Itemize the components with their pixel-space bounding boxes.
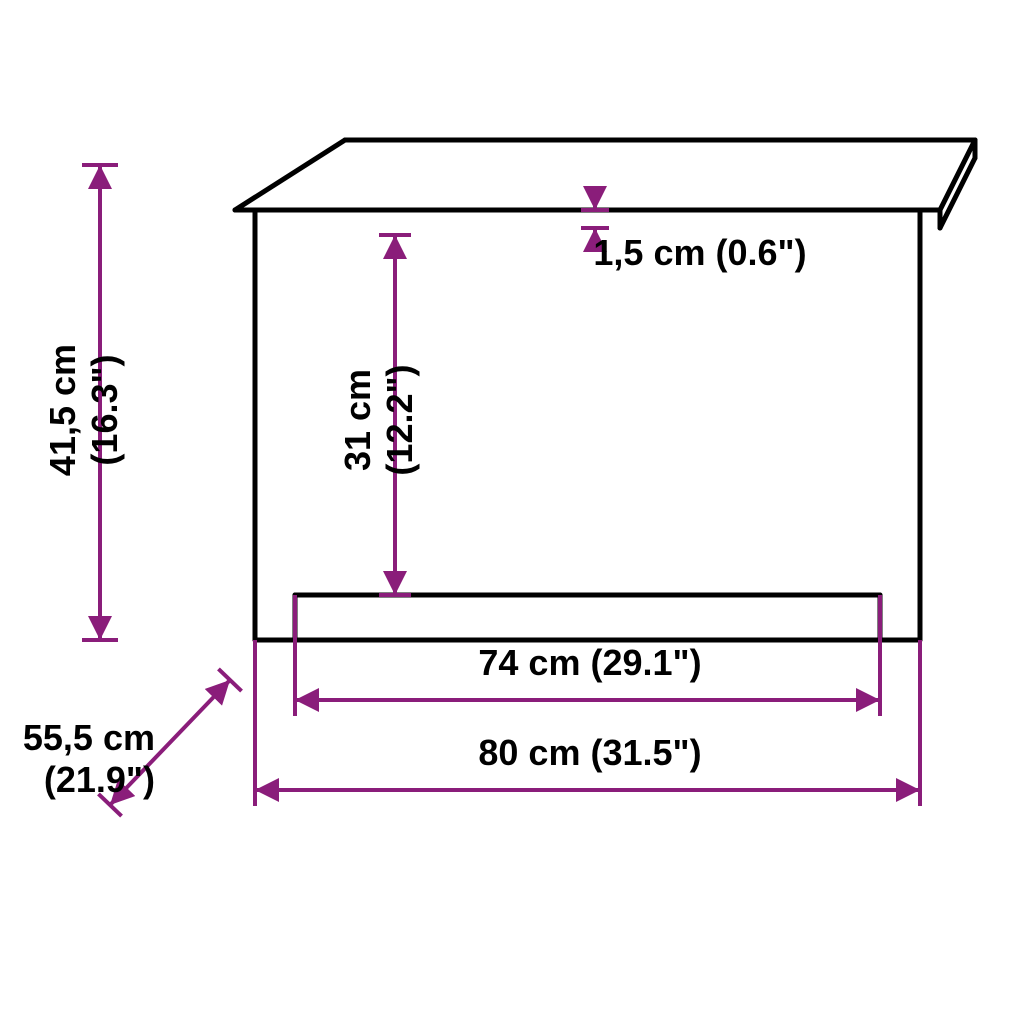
dim-thickness: 1,5 cm (0.6"): [581, 188, 807, 273]
svg-text:(21.9"): (21.9"): [44, 759, 155, 800]
svg-text:55,5 cm: 55,5 cm: [23, 717, 155, 758]
svg-text:80 cm (31.5"): 80 cm (31.5"): [478, 732, 701, 773]
svg-text:31 cm: 31 cm: [337, 369, 378, 471]
dim-height-inner: 31 cm(12.2"): [337, 235, 420, 595]
svg-text:(16.3"): (16.3"): [84, 354, 125, 465]
svg-text:74 cm (29.1"): 74 cm (29.1"): [478, 642, 701, 683]
svg-text:41,5 cm: 41,5 cm: [42, 344, 83, 476]
svg-text:1,5 cm (0.6"): 1,5 cm (0.6"): [593, 232, 806, 273]
svg-text:(12.2"): (12.2"): [379, 364, 420, 475]
dim-depth: 55,5 cm(21.9"): [23, 669, 242, 816]
dim-height-total: 41,5 cm(16.3"): [42, 165, 125, 640]
dim-width-inner: 74 cm (29.1"): [295, 595, 880, 716]
